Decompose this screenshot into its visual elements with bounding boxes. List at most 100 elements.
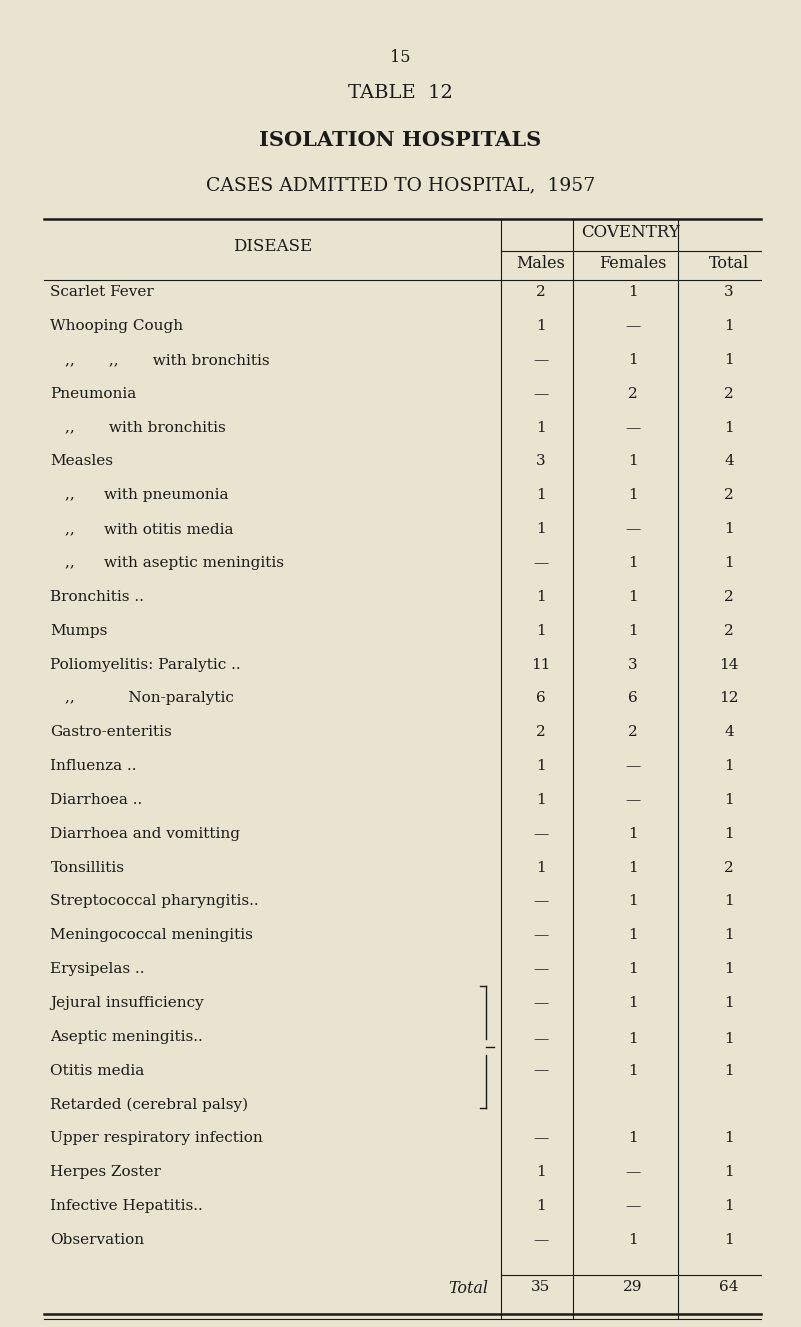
- Text: 1: 1: [628, 556, 638, 571]
- Text: Diarrhoea ..: Diarrhoea ..: [50, 794, 143, 807]
- Text: ISOLATION HOSPITALS: ISOLATION HOSPITALS: [260, 130, 541, 150]
- Text: ,,       ,,       with bronchitis: ,, ,, with bronchitis: [65, 353, 269, 368]
- Text: 2: 2: [724, 624, 734, 638]
- Text: 1: 1: [536, 320, 545, 333]
- Text: Gastro-enteritis: Gastro-enteritis: [50, 725, 172, 739]
- Text: 1: 1: [724, 1064, 734, 1078]
- Text: 1: 1: [628, 1131, 638, 1145]
- Text: ,,       with bronchitis: ,, with bronchitis: [65, 421, 226, 435]
- Text: 1: 1: [724, 929, 734, 942]
- Text: 1: 1: [628, 1064, 638, 1078]
- Text: 1: 1: [724, 827, 734, 841]
- Text: 15: 15: [390, 49, 411, 66]
- Text: 2: 2: [536, 285, 545, 300]
- Text: —: —: [625, 1200, 641, 1213]
- Text: Meningococcal meningitis: Meningococcal meningitis: [50, 929, 253, 942]
- Text: —: —: [533, 1031, 549, 1046]
- Text: 1: 1: [536, 421, 545, 435]
- Text: 2: 2: [724, 591, 734, 604]
- Text: 1: 1: [628, 488, 638, 503]
- Text: 1: 1: [628, 995, 638, 1010]
- Text: Streptococcal pharyngitis..: Streptococcal pharyngitis..: [50, 894, 259, 909]
- Text: —: —: [533, 995, 549, 1010]
- Text: —: —: [533, 1233, 549, 1247]
- Text: 1: 1: [724, 962, 734, 977]
- Text: 3: 3: [724, 285, 734, 300]
- Text: ,,      with aseptic meningitis: ,, with aseptic meningitis: [65, 556, 284, 571]
- Text: —: —: [625, 523, 641, 536]
- Text: Measles: Measles: [50, 454, 114, 468]
- Text: 12: 12: [719, 691, 739, 706]
- Text: ,,      with otitis media: ,, with otitis media: [65, 523, 233, 536]
- Text: 1: 1: [724, 523, 734, 536]
- Text: 2: 2: [628, 387, 638, 401]
- Text: —: —: [533, 929, 549, 942]
- Text: —: —: [625, 320, 641, 333]
- Text: ,,      with pneumonia: ,, with pneumonia: [65, 488, 228, 503]
- Text: —: —: [533, 894, 549, 909]
- Text: Total: Total: [709, 255, 749, 272]
- Text: 1: 1: [628, 894, 638, 909]
- Text: Erysipelas ..: Erysipelas ..: [50, 962, 145, 977]
- Text: Pneumonia: Pneumonia: [50, 387, 137, 401]
- Text: Otitis media: Otitis media: [50, 1064, 145, 1078]
- Text: 3: 3: [536, 454, 545, 468]
- Text: 1: 1: [724, 894, 734, 909]
- Text: Upper respiratory infection: Upper respiratory infection: [50, 1131, 264, 1145]
- Text: 2: 2: [724, 488, 734, 503]
- Text: 1: 1: [536, 488, 545, 503]
- Text: Infective Hepatitis..: Infective Hepatitis..: [50, 1200, 203, 1213]
- Text: 1: 1: [724, 1131, 734, 1145]
- Text: 2: 2: [724, 861, 734, 874]
- Text: 1: 1: [536, 624, 545, 638]
- Text: 1: 1: [628, 962, 638, 977]
- Text: Males: Males: [516, 255, 566, 272]
- Text: —: —: [533, 387, 549, 401]
- Text: 1: 1: [536, 861, 545, 874]
- Text: —: —: [533, 827, 549, 841]
- Text: 6: 6: [628, 691, 638, 706]
- Text: Diarrhoea and vomitting: Diarrhoea and vomitting: [50, 827, 240, 841]
- Text: 1: 1: [536, 1165, 545, 1180]
- Text: Jejural insufficiency: Jejural insufficiency: [50, 995, 204, 1010]
- Text: 29: 29: [623, 1279, 642, 1294]
- Text: —: —: [533, 1064, 549, 1078]
- Text: TABLE  12: TABLE 12: [348, 84, 453, 102]
- Text: CASES ADMITTED TO HOSPITAL,  1957: CASES ADMITTED TO HOSPITAL, 1957: [206, 176, 595, 195]
- Text: Females: Females: [599, 255, 666, 272]
- Text: 1: 1: [628, 929, 638, 942]
- Text: —: —: [625, 1165, 641, 1180]
- Text: 35: 35: [531, 1279, 550, 1294]
- Text: Bronchitis ..: Bronchitis ..: [50, 591, 144, 604]
- Text: 1: 1: [536, 1200, 545, 1213]
- Text: 2: 2: [536, 725, 545, 739]
- Text: 1: 1: [628, 624, 638, 638]
- Text: 1: 1: [536, 523, 545, 536]
- Text: Herpes Zoster: Herpes Zoster: [50, 1165, 161, 1180]
- Text: —: —: [625, 794, 641, 807]
- Text: —: —: [625, 421, 641, 435]
- Text: 3: 3: [628, 658, 638, 671]
- Text: 1: 1: [724, 1031, 734, 1046]
- Text: 64: 64: [719, 1279, 739, 1294]
- Text: 4: 4: [724, 454, 734, 468]
- Text: 1: 1: [724, 995, 734, 1010]
- Text: 1: 1: [628, 1233, 638, 1247]
- Text: 1: 1: [628, 285, 638, 300]
- Text: 1: 1: [628, 861, 638, 874]
- Text: 1: 1: [724, 1165, 734, 1180]
- Text: Aseptic meningitis..: Aseptic meningitis..: [50, 1030, 203, 1044]
- Text: 1: 1: [628, 591, 638, 604]
- Text: Poliomyelitis: Paralytic ..: Poliomyelitis: Paralytic ..: [50, 658, 241, 671]
- Text: Mumps: Mumps: [50, 624, 108, 638]
- Text: 1: 1: [724, 320, 734, 333]
- Text: 1: 1: [536, 759, 545, 774]
- Text: 1: 1: [724, 1200, 734, 1213]
- Text: 1: 1: [724, 556, 734, 571]
- Text: 1: 1: [724, 794, 734, 807]
- Text: ,,           Non-paralytic: ,, Non-paralytic: [65, 691, 234, 706]
- Text: Retarded (cerebral palsy): Retarded (cerebral palsy): [50, 1097, 248, 1112]
- Text: 1: 1: [724, 353, 734, 368]
- Text: 1: 1: [628, 353, 638, 368]
- Text: Whooping Cough: Whooping Cough: [50, 320, 183, 333]
